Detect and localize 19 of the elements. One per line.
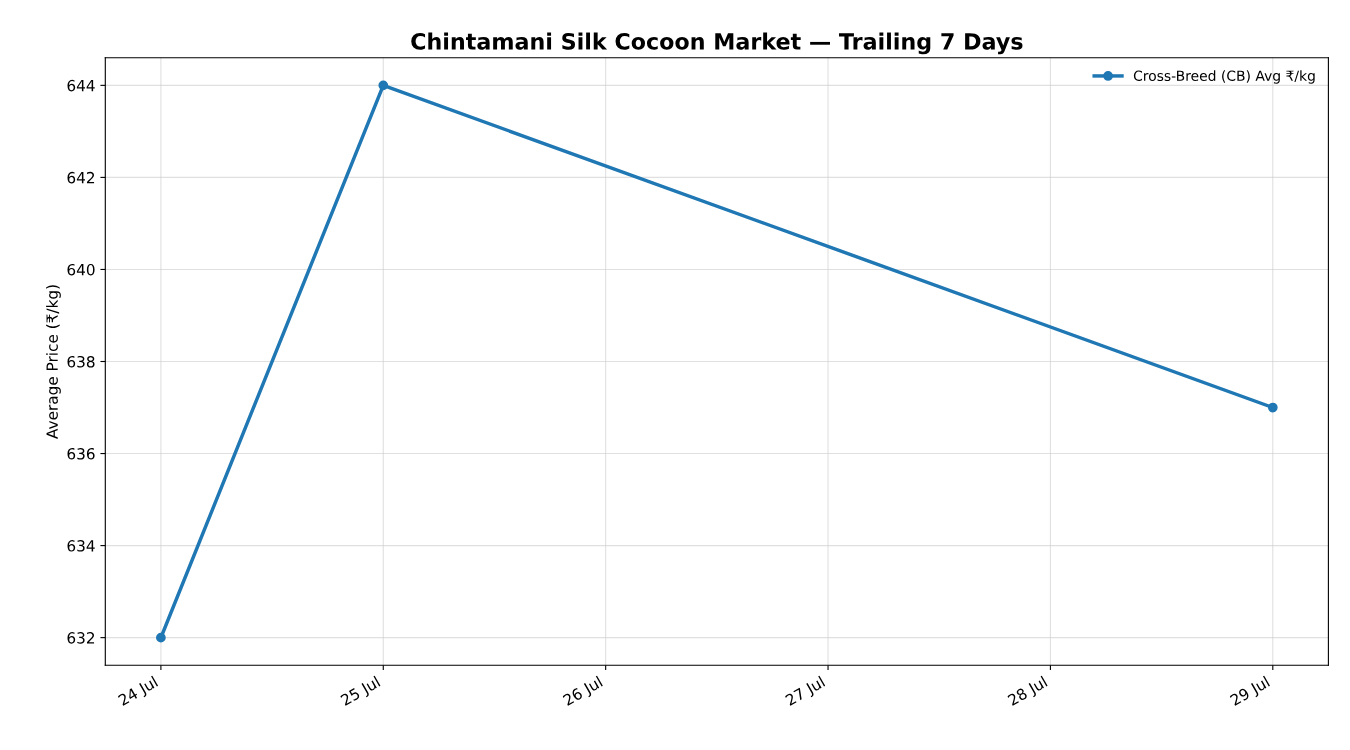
- x-tick-label: 28 Jul: [1006, 675, 1050, 709]
- y-tick-label: 632: [67, 632, 95, 644]
- y-tick-label: 644: [67, 79, 95, 92]
- y-tick-label: 642: [67, 171, 95, 184]
- point: [378, 80, 389, 91]
- y-tick-label: 636: [67, 448, 95, 460]
- point: [156, 632, 166, 643]
- chart-title: Chintamani Silk Cocoon Market — Trailing 7 Days: [411, 32, 1023, 55]
- y-tick-label: 638: [67, 355, 95, 368]
- y-tick-label: 640: [67, 263, 95, 276]
- x-tick-label: 29 Jul: [1229, 675, 1272, 709]
- x-tick-label: 26 Jul: [562, 675, 605, 709]
- legend-label: Cross-Breed (CB) Avg ₹/kg: [1133, 70, 1315, 84]
- x-tick-label: 25 Jul: [339, 675, 382, 709]
- x-tick-label: 24 Jul: [117, 675, 160, 709]
- y-axis-title: Average Price (₹/kg): [46, 285, 61, 439]
- y-tick-label: 634: [67, 540, 95, 552]
- point: [1267, 402, 1278, 413]
- x-tick-label: 27 Jul: [784, 675, 827, 709]
